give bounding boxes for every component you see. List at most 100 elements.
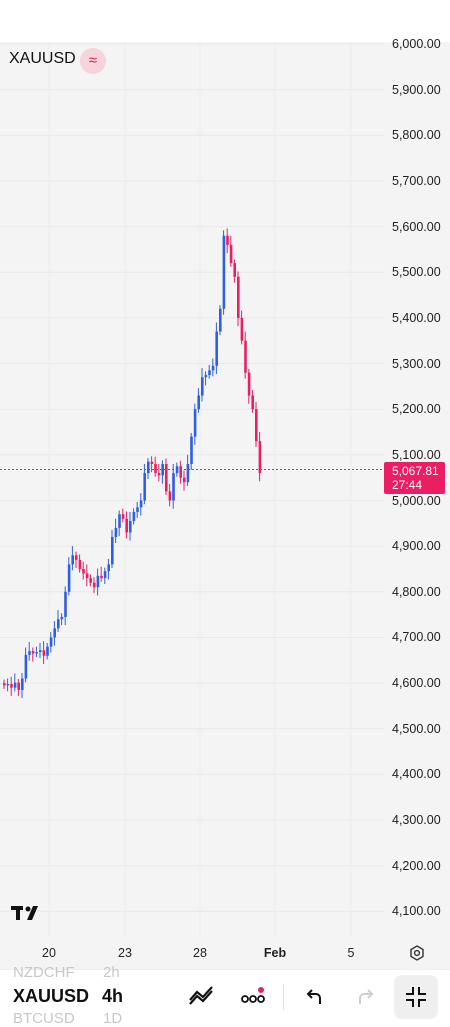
candle [193,403,197,445]
candle [157,463,161,482]
interval-picker-prev[interactable]: 2h [103,964,120,981]
candle-body [237,276,240,318]
time-axis[interactable]: 20 23 28 Feb 5 [0,937,450,969]
candle [247,369,251,404]
candle-body [132,511,136,522]
candle [49,631,53,653]
candle [64,586,67,626]
time-label: 20 [42,946,56,960]
candle [150,456,154,473]
candle-body [157,473,161,476]
candle [165,458,168,496]
candlestick-plot[interactable] [0,42,385,937]
collapse-fullscreen-button[interactable] [394,975,438,1019]
symbol-selector[interactable]: XAUUSD [13,986,90,1006]
candle [244,331,247,379]
symbol-picker-prev[interactable]: NZDCHF [13,964,75,981]
candle [67,557,71,596]
candle [78,554,82,573]
candle-body [35,652,38,654]
candle [10,676,13,696]
candle [60,613,64,626]
candle [161,460,164,484]
wave-icon[interactable]: ≈ [80,48,106,74]
candle-body [96,575,100,588]
candle-body [193,409,197,437]
candle-body [89,578,92,583]
chart-area[interactable] [0,42,450,937]
collapse-fullscreen-icon [406,987,426,1007]
candle-body [21,678,24,690]
interval-selector[interactable]: 4h [102,986,124,1006]
candle-body [125,518,128,533]
symbol-picker-next[interactable]: BTCUSD [13,1010,75,1027]
candle [143,463,146,505]
candle [190,432,193,470]
candle-body [208,370,211,375]
candle-body [233,263,236,277]
candle [219,305,222,336]
candle-body [251,395,254,410]
last-price-tag: 5,067.81 27:44 [384,462,445,494]
price-axis-label: 4,100.00 [392,904,441,919]
candle-body [75,555,78,560]
candle-body [53,628,56,638]
candle-body [3,683,6,686]
candle-body [39,650,42,653]
candle [136,501,139,518]
candle-body [255,409,258,442]
candle-body [85,573,89,579]
candle-body [42,650,46,656]
candle-body [114,527,118,538]
candle [57,610,60,632]
candle-body [172,473,175,501]
candle-body [183,477,186,483]
candle-body [46,646,49,656]
candle [71,546,74,571]
candle [251,390,254,413]
price-axis-label: 4,600.00 [392,676,441,691]
bar-countdown: 27:44 [392,478,423,492]
candle-body [100,575,103,579]
redo-icon[interactable] [355,984,377,1010]
tradingview-logo-icon [11,906,38,920]
candle [132,508,136,525]
price-axis-label: 4,900.00 [392,539,441,554]
candle [125,511,128,539]
candle [111,529,114,569]
candle [13,673,17,692]
candle-body [118,514,121,528]
candle-body [57,619,60,629]
candle-body [197,395,200,410]
candle [229,235,233,267]
chart-symbol-label[interactable]: XAUUSD [9,50,76,67]
candle [24,647,28,683]
candle [46,642,49,660]
candle [89,574,92,587]
candle [28,642,31,661]
candle-body [247,372,251,396]
price-axis-label: 4,400.00 [392,767,441,782]
candle-body [222,235,226,309]
candle [39,642,42,658]
candle [208,364,211,379]
more-icon[interactable] [240,984,266,1010]
price-axis-label: 4,200.00 [392,858,441,873]
candle [53,621,56,646]
candle [118,510,121,537]
candle [147,458,150,480]
drawing-tools-icon[interactable] [187,984,215,1010]
candle [103,567,107,585]
price-axis-label: 4,800.00 [392,584,441,599]
undo-icon[interactable] [303,984,325,1010]
candle [168,484,172,507]
candle [240,310,244,345]
settings-icon[interactable] [409,945,425,961]
interval-picker-next[interactable]: 1D [103,1010,123,1027]
price-axis-label: 5,200.00 [392,402,441,417]
candle-body [143,473,146,501]
candle [93,577,96,594]
candle-body [107,564,110,572]
candle [31,647,35,662]
candle [121,508,125,523]
